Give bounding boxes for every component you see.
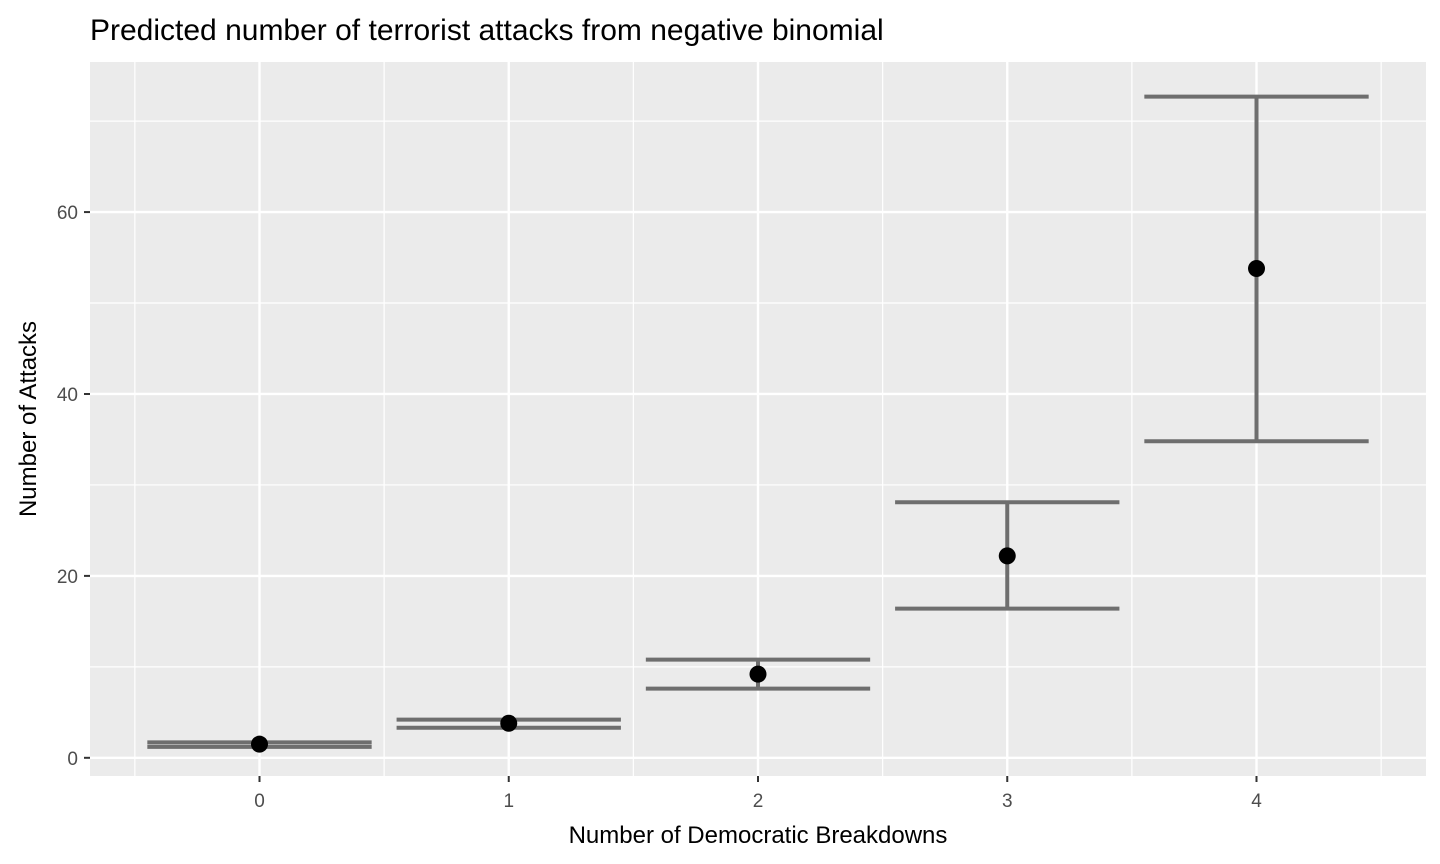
y-tick-label: 40 xyxy=(57,385,78,406)
estimate-point xyxy=(500,714,518,732)
x-tick-label: 4 xyxy=(1251,791,1262,812)
y-axis-title: Number of Attacks xyxy=(15,321,42,517)
x-tick-label: 0 xyxy=(254,791,265,812)
x-tick-label: 3 xyxy=(1002,791,1013,812)
x-axis: 0 1 2 3 4 xyxy=(254,776,1262,812)
y-axis: 0 20 40 60 xyxy=(57,203,90,770)
x-axis-title: Number of Democratic Breakdowns xyxy=(569,822,948,849)
x-tick-label: 1 xyxy=(503,791,514,812)
estimate-point xyxy=(250,735,268,753)
y-tick-label: 20 xyxy=(57,567,78,588)
points xyxy=(250,259,1266,753)
y-tick-label: 0 xyxy=(67,749,78,770)
estimate-point xyxy=(1248,259,1266,277)
x-tick-label: 2 xyxy=(753,791,764,812)
estimate-point xyxy=(749,665,767,683)
chart-title: Predicted number of terrorist attacks fr… xyxy=(90,14,884,47)
y-tick-label: 60 xyxy=(57,203,78,224)
estimate-point xyxy=(998,547,1016,565)
